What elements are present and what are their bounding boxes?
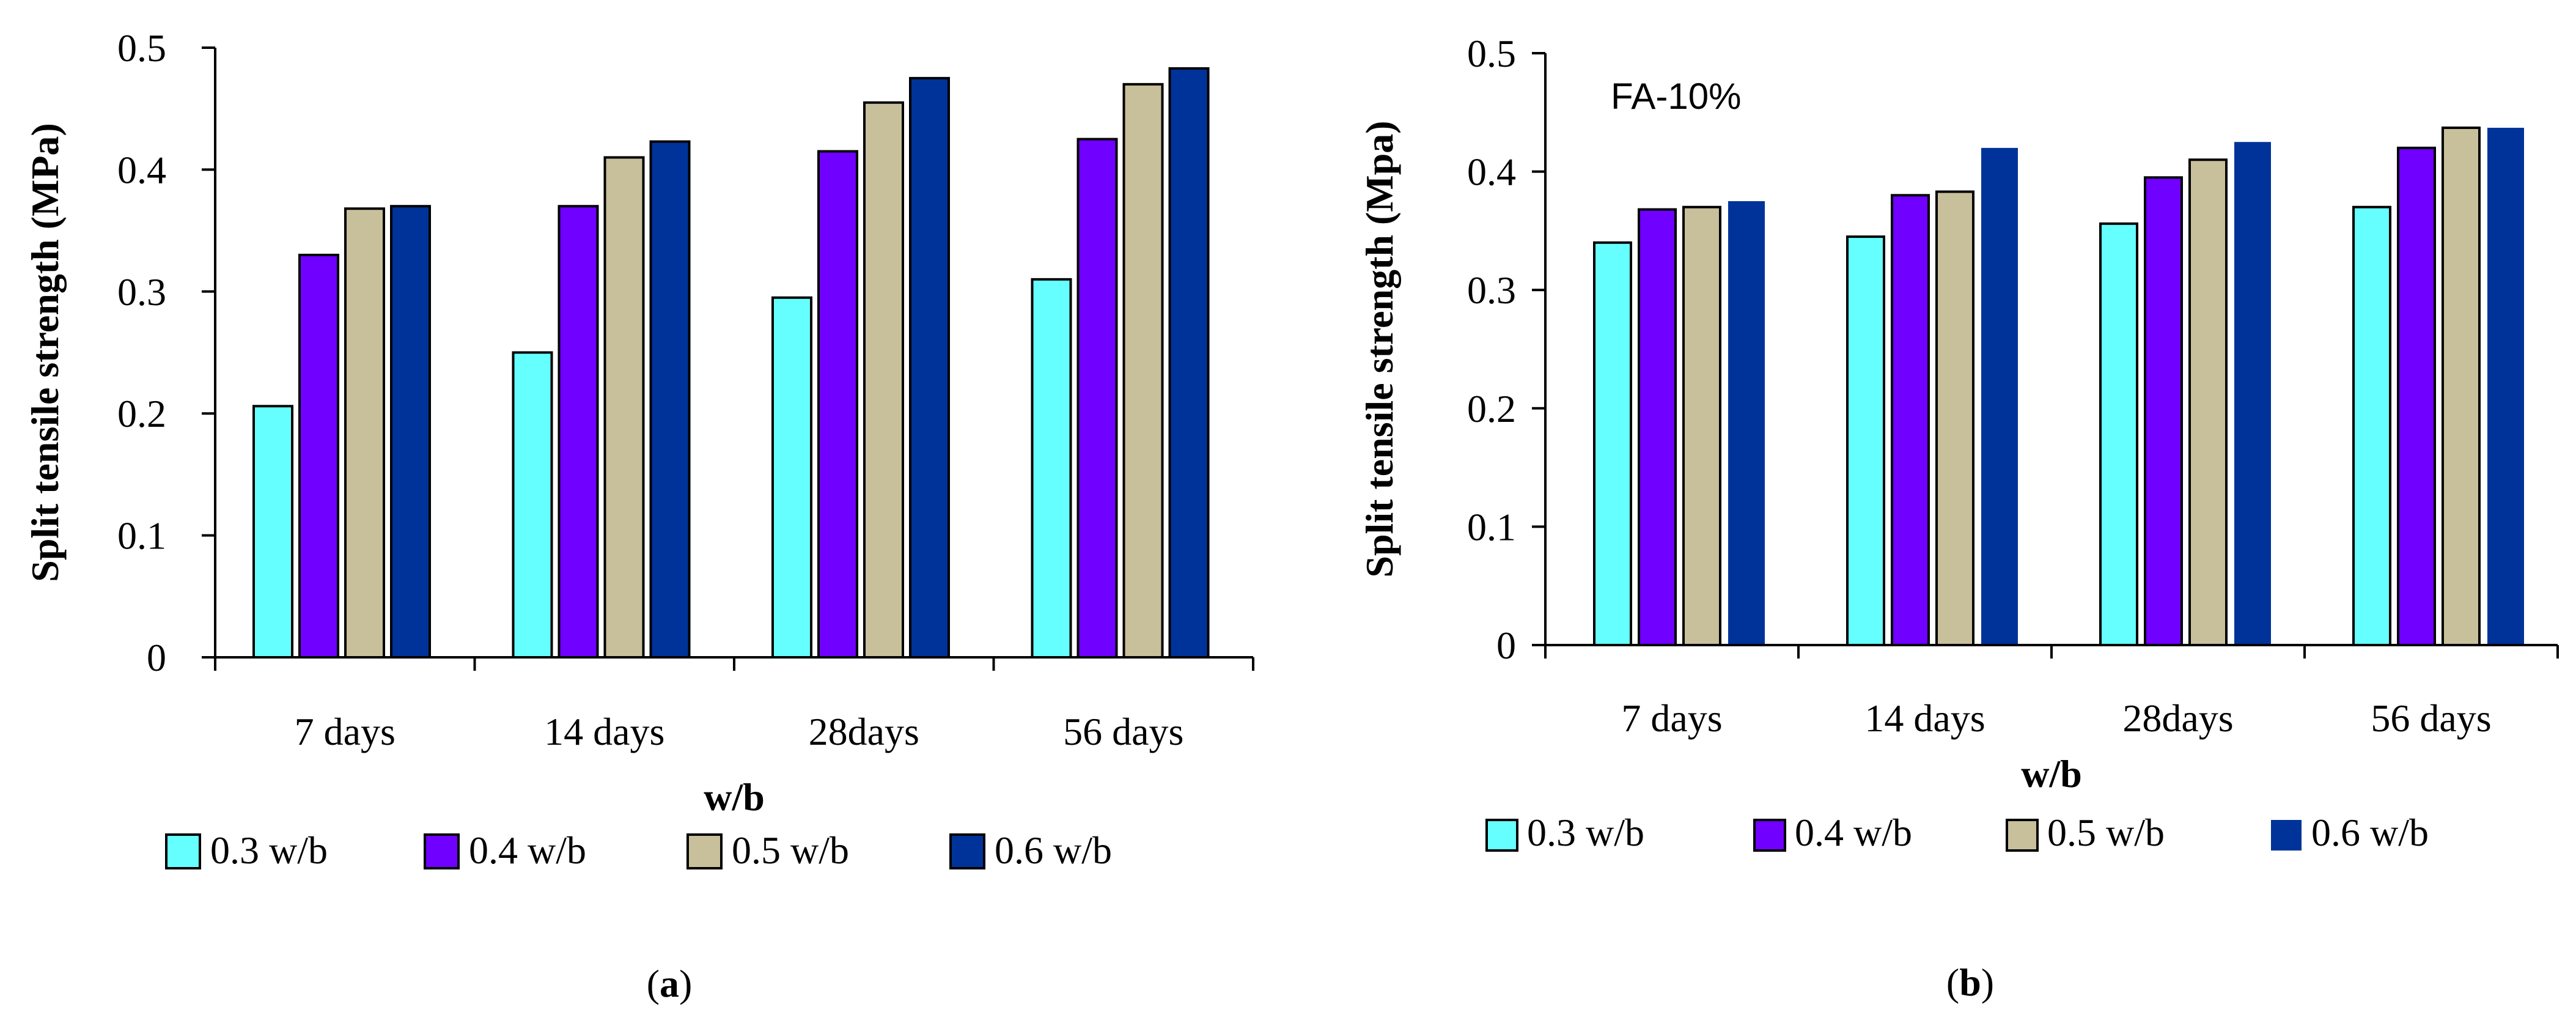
bar-b-7days-0.6wb	[1728, 201, 1765, 645]
chart-b-y-tick-label: 0.4	[1467, 150, 1516, 194]
chart-a-legend-label: 0.3 w/b	[210, 829, 328, 872]
chart-a-caption-open: (	[647, 962, 660, 1005]
bar-b-14days-0.3wb	[1846, 235, 1885, 646]
bar-a-56days-0.6wb	[1168, 67, 1210, 659]
bar-a-7days-0.4wb	[298, 253, 339, 659]
chart-b-legend-swatch	[1485, 819, 1518, 852]
chart-b-legend-swatch	[2006, 819, 2039, 852]
bar-b-28days-0.3wb	[2099, 222, 2138, 646]
chart-b-y-axis-title: Split tensile strength (Mpa)	[1358, 120, 1401, 577]
chart-a-x-tick-labels: 7 days 14 days 28days 56 days	[295, 710, 1184, 753]
chart-a-y-tick-label: 0.4	[117, 148, 166, 191]
chart-b-legend-swatch	[2271, 820, 2302, 851]
bar-a-14days-0.6wb	[649, 140, 691, 659]
chart-b-x-tick-label: 7 days	[1621, 696, 1722, 740]
chart-b-x-tick-label: 56 days	[2371, 696, 2491, 740]
chart-a-bars	[252, 67, 1210, 659]
chart-a-legend-label: 0.6 w/b	[995, 829, 1112, 872]
chart-a-y-tick-label: 0.3	[117, 270, 166, 314]
chart-b-caption-open: (	[1946, 961, 1959, 1004]
bar-b-14days-0.6wb	[1981, 147, 2018, 645]
bar-a-14days-0.4wb	[558, 205, 599, 659]
chart-a-legend-label: 0.4 w/b	[469, 829, 586, 872]
chart-a-x-tick-label: 7 days	[295, 710, 396, 753]
chart-a-x-tick-label: 56 days	[1063, 710, 1183, 753]
bar-b-28days-0.6wb	[2234, 142, 2271, 645]
bar-a-7days-0.3wb	[252, 405, 293, 659]
chart-b-y-tick-label: 0.2	[1467, 387, 1516, 430]
chart-b-legend: 0.3 w/b 0.4 w/b 0.5 w/b 0.6 w/b	[1485, 811, 2429, 854]
chart-a-legend: 0.3 w/b 0.4 w/b 0.5 w/b 0.6 w/b	[165, 829, 1112, 872]
chart-b-y-tick-labels: 0 0.1 0.2 0.3 0.4 0.5	[1467, 32, 1516, 667]
chart-b-x-tick-labels: 7 days 14 days 28days 56 days	[1621, 696, 2491, 740]
bar-a-56days-0.4wb	[1076, 138, 1118, 659]
bar-b-56days-0.4wb	[2397, 146, 2436, 646]
bar-a-7days-0.5wb	[344, 207, 385, 659]
bar-a-14days-0.5wb	[603, 156, 645, 659]
bar-b-56days-0.6wb	[2487, 127, 2524, 645]
chart-a-caption-close: )	[679, 962, 692, 1005]
bar-a-28days-0.5wb	[863, 101, 904, 659]
chart-a-y-tick-label: 0.5	[117, 26, 166, 70]
bar-a-14days-0.3wb	[512, 351, 553, 659]
bar-b-14days-0.5wb	[1935, 190, 1974, 646]
chart-a-y-tick-label: 0	[147, 636, 166, 679]
chart-a-y-tick-label: 0.2	[117, 392, 166, 435]
chart-b-y-tick-label: 0.3	[1467, 268, 1516, 312]
bar-b-56days-0.3wb	[2352, 205, 2391, 646]
chart-b-x-tick-label: 28days	[2122, 696, 2233, 740]
chart-b-x-tick-label: 14 days	[1864, 696, 1985, 740]
chart-b-y-tick-label: 0	[1496, 624, 1516, 667]
chart-a-x-axis-title: w/b	[704, 775, 765, 819]
chart-b-annotation: FA-10%	[1611, 76, 1741, 117]
bar-a-28days-0.6wb	[909, 76, 950, 659]
chart-b-x-axis-title: w/b	[2021, 752, 2082, 795]
bar-a-28days-0.4wb	[817, 150, 858, 659]
bar-a-28days-0.3wb	[771, 296, 812, 659]
chart-b-legend-swatch	[1753, 819, 1786, 852]
chart-a-y-tick-labels: 0 0.1 0.2 0.3 0.4 0.5	[117, 26, 166, 679]
chart-b-y-tick-label: 0.5	[1467, 32, 1516, 75]
chart-a-axes	[202, 46, 1254, 671]
bar-b-28days-0.4wb	[2144, 176, 2183, 646]
chart-b-legend-label: 0.4 w/b	[1795, 811, 1912, 854]
chart-a-legend-swatch	[424, 833, 460, 869]
chart-b-axes	[1532, 52, 2559, 659]
chart-b: 0 0.1 0.2 0.3 0.4 0.5 7 days 14 days 28days 56 d…	[1358, 32, 2559, 1004]
chart-a: 0 0.1 0.2 0.3 0.4 0.5 7 days 14 days 28days 56 d…	[23, 26, 1254, 1005]
chart-b-y-tick-label: 0.1	[1467, 505, 1516, 548]
bar-a-56days-0.3wb	[1031, 278, 1072, 659]
chart-a-caption: (a)	[647, 962, 693, 1005]
chart-a-legend-swatch	[686, 833, 723, 869]
chart-a-legend-swatch	[165, 833, 201, 869]
chart-a-legend-swatch	[949, 833, 985, 869]
bar-b-7days-0.5wb	[1682, 205, 1721, 646]
chart-a-y-axis-title: Split tensile strength (MPa)	[23, 123, 67, 582]
bar-a-7days-0.6wb	[390, 205, 431, 659]
chart-b-caption: (b)	[1946, 961, 1994, 1004]
chart-a-legend-label: 0.5 w/b	[732, 829, 849, 872]
bar-a-56days-0.5wb	[1122, 83, 1164, 659]
chart-b-legend-label: 0.3 w/b	[1527, 811, 1644, 854]
bar-b-28days-0.5wb	[2188, 158, 2228, 646]
bar-b-14days-0.4wb	[1891, 194, 1930, 646]
bar-b-7days-0.3wb	[1593, 241, 1632, 646]
chart-a-x-tick-label: 14 days	[544, 710, 664, 753]
chart-b-legend-label: 0.5 w/b	[2047, 811, 2165, 854]
chart-b-caption-letter: b	[1959, 961, 1981, 1004]
chart-a-y-tick-label: 0.1	[117, 514, 166, 558]
chart-b-caption-close: )	[1981, 961, 1994, 1004]
chart-a-x-tick-label: 28days	[809, 710, 919, 753]
bar-b-56days-0.5wb	[2442, 126, 2481, 646]
bar-b-7days-0.4wb	[1638, 208, 1677, 646]
chart-b-legend-label: 0.6 w/b	[2311, 811, 2429, 854]
chart-a-caption-letter: a	[660, 962, 679, 1005]
